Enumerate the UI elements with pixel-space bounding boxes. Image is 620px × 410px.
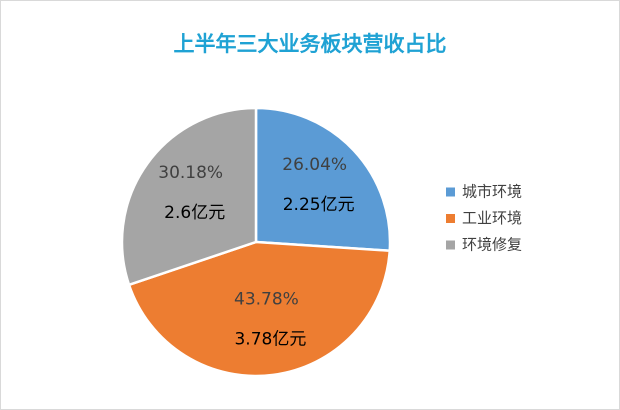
- legend-swatch: [446, 187, 455, 197]
- legend-swatch: [446, 240, 455, 250]
- percent-label: 26.04%: [282, 155, 347, 175]
- amount-label: 2.6亿元: [164, 203, 225, 223]
- legend-label: 环境修复: [462, 236, 522, 254]
- pie-slice: [254, 106, 392, 253]
- percent-label: 43.78%: [234, 290, 299, 310]
- legend-swatch: [446, 214, 455, 223]
- legend-label: 城市环境: [462, 183, 522, 201]
- pie-slice: [127, 240, 392, 378]
- legend-label: 工业环境: [462, 209, 522, 227]
- percent-label: 30.18%: [158, 163, 223, 183]
- pie-slice: [120, 106, 258, 287]
- amount-label: 2.25亿元: [283, 195, 355, 215]
- amount-label: 3.78亿元: [234, 330, 306, 350]
- chart-title: 上半年三大业务板块营收占比: [174, 32, 447, 56]
